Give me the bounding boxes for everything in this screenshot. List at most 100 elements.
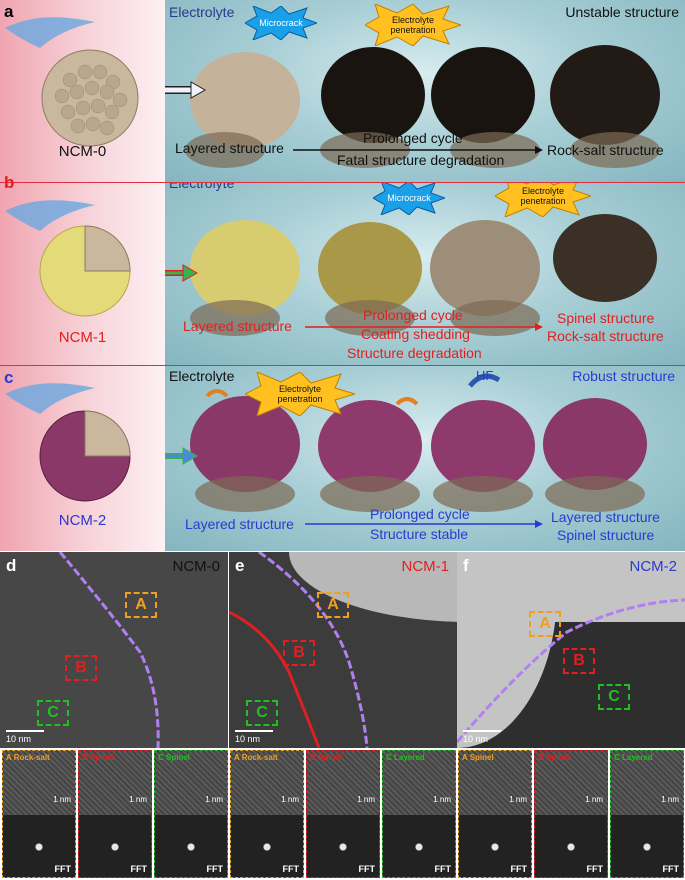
panel-c-particles	[165, 373, 647, 528]
rocksalt-label: Rock-salt structure	[547, 142, 664, 158]
fft-label: FFT	[206, 864, 224, 874]
scale-label: 1 nm	[53, 795, 71, 804]
subpanel-f-a: A Spinel 1 nm FFT	[458, 750, 532, 878]
scale-label: 1 nm	[129, 795, 147, 804]
fft-label: FFT	[586, 864, 604, 874]
status-label: Robust structure	[572, 368, 675, 384]
panel-b-right: Microcrack Electrolyte penetration Elect…	[165, 183, 685, 368]
layered2-label: Layered structure	[551, 509, 660, 525]
scale-label: 1 nm	[509, 795, 527, 804]
subpanel-d-b: B Spinel 1 nm FFT	[78, 750, 152, 878]
particle-name: NCM-1	[58, 329, 107, 346]
cycle-label: Prolonged cycle	[363, 307, 463, 323]
scale-label: 1 nm	[205, 795, 223, 804]
subpanel-e-b: B Spinel 1 nm FFT	[306, 750, 380, 878]
tem-d-boundary	[58, 552, 160, 748]
spinel-label: Spinel structure	[557, 527, 655, 543]
fft-label: FFT	[358, 864, 376, 874]
panel-b-particle-graphic	[5, 200, 131, 317]
tem-letter: f	[463, 556, 469, 575]
panel-c-right: Electrolyte penetration Electrolyte HF R…	[165, 366, 685, 551]
layered-label: Layered structure	[185, 516, 294, 532]
fft-label: FFT	[54, 864, 72, 874]
subpanel-caption: C Layered	[386, 753, 425, 762]
subpanel-caption: A Rock-salt	[6, 753, 50, 762]
panel-a-particle-graphic	[5, 17, 139, 147]
subpanel-e-c: C Layered 1 nm FFT	[382, 750, 456, 878]
subpanel-d-c: C Spinel 1 nm FFT	[154, 750, 228, 878]
region-c: C	[246, 700, 278, 726]
subpanel-d-a: A Rock-salt 1 nm FFT	[2, 750, 76, 878]
panel-a: Microcrack Electrolyte penetration Elect…	[0, 0, 685, 185]
electrolyte-label: Electrolyte	[169, 4, 235, 20]
penetration-burst-icon: Electrolyte penetration	[365, 4, 461, 46]
microcrack-burst-icon: Microcrack	[245, 6, 317, 40]
scale-label: 1 nm	[357, 795, 375, 804]
panel-c-particle-graphic	[5, 383, 131, 502]
cycle-label: Prolonged cycle	[370, 506, 470, 522]
region-a: A	[125, 592, 157, 618]
fft-label: FFT	[130, 864, 148, 874]
penetration-label: Electrolyte penetration	[390, 15, 436, 35]
panel-a-left	[0, 0, 165, 185]
subpanel-caption: A Spinel	[462, 753, 494, 762]
scale-bar	[6, 730, 44, 732]
panel-b-letter: b	[4, 173, 15, 192]
degradation-label: Fatal structure degradation	[337, 152, 505, 168]
subpanel-caption: B Spinel	[82, 753, 115, 762]
microcrack-label: Microcrack	[387, 193, 431, 203]
tem-panel-d: d NCM-0 A B C 10 nm	[0, 552, 228, 748]
scale-label: 1 nm	[433, 795, 451, 804]
region-c: C	[598, 684, 630, 710]
rocksalt-label: Rock-salt structure	[547, 328, 664, 344]
electrolyte-splash-icon	[5, 17, 95, 48]
divider-ab	[0, 182, 685, 183]
panel-c-left	[0, 366, 165, 551]
layered-label: Layered structure	[175, 140, 284, 156]
penetration-burst-icon: Electrolyte penetration	[245, 372, 355, 416]
scale-label: 10 nm	[6, 734, 32, 744]
spinel-label: Spinel structure	[557, 310, 655, 326]
scale-bar	[463, 730, 501, 732]
fft-label: FFT	[434, 864, 452, 874]
stable-label: Structure stable	[370, 526, 469, 542]
subpanel-caption: C Layered	[614, 753, 653, 762]
panel-b-left	[0, 183, 165, 368]
tem-name: NCM-1	[401, 558, 450, 575]
scale-label: 10 nm	[463, 734, 489, 744]
cycle-label: Prolonged cycle	[363, 130, 463, 146]
penetration-label: Electrolyte penetration	[520, 186, 566, 206]
panel-c-letter: c	[4, 368, 14, 387]
panel-b-particles	[165, 214, 657, 336]
tem-panel-f: f NCM-2 A B C 10 nm	[457, 552, 685, 748]
tem-letter: e	[235, 556, 245, 575]
panel-a-letter: a	[4, 2, 14, 21]
particle-name: NCM-0	[58, 143, 107, 160]
region-c: C	[37, 700, 69, 726]
region-a: A	[317, 592, 349, 618]
layered-label: Layered structure	[183, 318, 292, 334]
hf-label: HF	[476, 368, 494, 383]
electrolyte-label: Electrolyte	[169, 368, 235, 384]
subpanel-caption: B Spinel	[310, 753, 343, 762]
tem-panel-e: e NCM-1 A B C 10 nm	[229, 552, 457, 748]
subpanel-f-b: B Spinel 1 nm FFT	[534, 750, 608, 878]
region-b: B	[283, 640, 315, 666]
scale-bar	[235, 730, 273, 732]
penetration-label: Electrolyte penetration	[277, 384, 323, 404]
scale-label: 1 nm	[585, 795, 603, 804]
panel-a-particles	[165, 45, 660, 168]
fft-label: FFT	[282, 864, 300, 874]
tem-letter: d	[6, 556, 17, 575]
scale-label: 1 nm	[661, 795, 679, 804]
subpanel-caption: A Rock-salt	[234, 753, 278, 762]
scale-label: 10 nm	[235, 734, 261, 744]
electrolyte-label: Electrolyte	[169, 183, 235, 191]
scale-label: 1 nm	[281, 795, 299, 804]
microcrack-burst-icon: Microcrack	[373, 183, 445, 215]
region-b: B	[563, 648, 595, 674]
tem-f-boundary	[457, 598, 685, 743]
tem-e-boundary	[229, 552, 369, 748]
fft-label: FFT	[662, 864, 680, 874]
electrolyte-splash-icon	[5, 200, 95, 231]
